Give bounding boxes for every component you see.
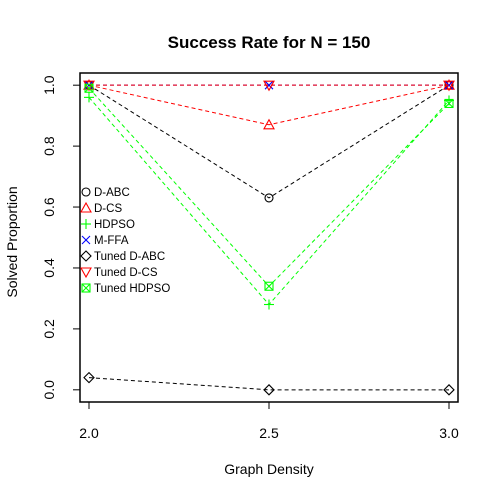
x-tick-label: 2.0 — [79, 425, 99, 441]
y-tick-label: 0.4 — [41, 258, 57, 278]
legend-label: D-CS — [94, 203, 122, 215]
data-point — [443, 80, 455, 92]
legend: D-ABC D-CS HDPSO M-FFA Tuned D-ABC Tuned D-CS… — [80, 187, 170, 295]
data-point — [263, 118, 275, 130]
legend-marker — [80, 267, 92, 279]
legend-label: HDPSO — [94, 219, 135, 231]
legend-marker — [81, 235, 91, 245]
y-tick-label: 0.6 — [41, 197, 57, 217]
legend-marker — [80, 250, 92, 262]
y-axis: 0.0 0.2 0.4 0.6 0.8 1.0 — [41, 75, 81, 400]
legend-label: Tuned D-ABC — [94, 251, 165, 263]
legend-label: Tuned HDPSO — [94, 283, 170, 295]
data-point — [264, 193, 274, 203]
data-point — [264, 281, 274, 291]
legend-marker — [80, 201, 92, 213]
x-tick-label: 3.0 — [439, 425, 459, 441]
x-axis-label: Graph Density — [224, 461, 313, 477]
plot-box — [79, 72, 459, 403]
data-point — [443, 384, 455, 396]
legend-marker — [81, 219, 91, 229]
y-tick-label: 1.0 — [41, 75, 57, 95]
data-point — [264, 299, 274, 310]
series-layer — [83, 79, 455, 396]
y-tick-label: 0.0 — [41, 380, 57, 400]
data-point — [444, 98, 454, 109]
series-line-1 — [88, 84, 450, 199]
legend-marker — [81, 187, 91, 197]
data-point — [83, 371, 95, 384]
y-tick-label: 0.8 — [41, 136, 57, 156]
legend-label: D-ABC — [94, 187, 130, 199]
legend-label: M-FFA — [94, 235, 129, 247]
x-tick-label: 2.5 — [259, 425, 279, 441]
chart-title: Success Rate for N = 150 — [168, 33, 371, 52]
series-line-5 — [88, 377, 449, 391]
data-point — [84, 92, 94, 103]
legend-marker — [81, 283, 91, 293]
data-point — [263, 384, 275, 396]
x-axis: 2.0 2.5 3.0 — [79, 401, 459, 441]
legend-label: Tuned D-CS — [94, 267, 158, 279]
data-point — [84, 83, 94, 93]
y-tick-label: 0.2 — [41, 319, 57, 339]
data-point — [264, 80, 274, 90]
data-point — [263, 80, 275, 92]
series-line-2 — [88, 84, 450, 126]
y-axis-label: Solved Proportion — [4, 186, 20, 297]
